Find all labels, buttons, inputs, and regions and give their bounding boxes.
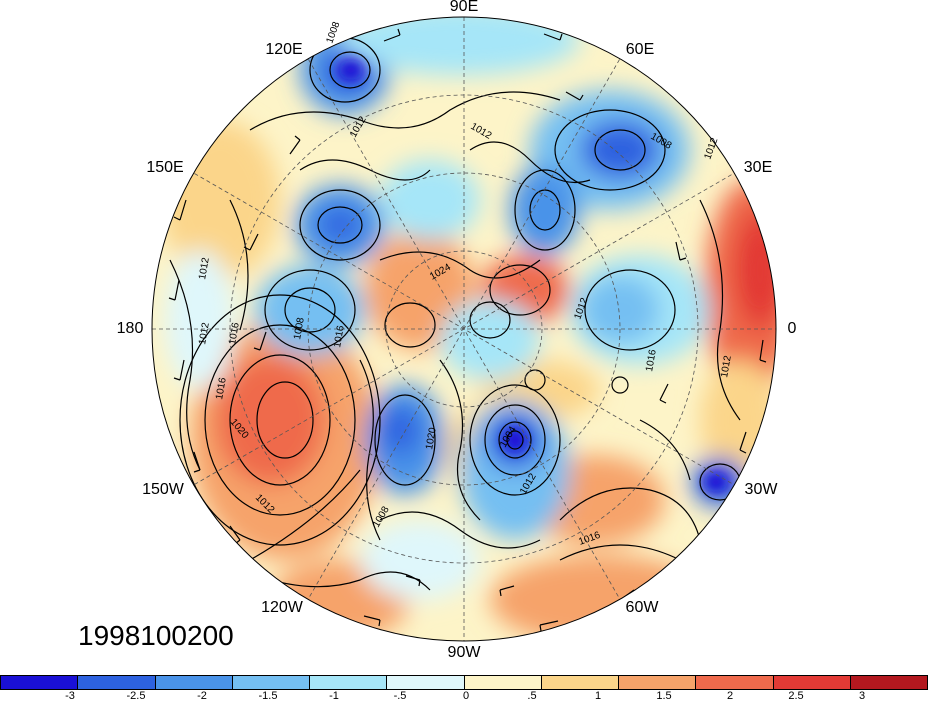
lon-label-120w: 120W <box>261 599 303 616</box>
lon-label-180: 180 <box>116 320 144 337</box>
contour-label: 1008 <box>292 316 307 340</box>
colorbar-tick-label: 2.5 <box>788 690 804 702</box>
contour-label: 1016 <box>214 376 229 400</box>
colorbar-segment <box>1 676 79 689</box>
lon-label-90e: 90E <box>449 0 479 15</box>
lon-label-120e: 120E <box>265 41 303 58</box>
colorbar-tick-label: 3 <box>858 690 866 702</box>
date-stamp: 1998100200 <box>78 620 234 651</box>
colorbar-segment <box>232 676 310 689</box>
map-boundary <box>151 16 777 642</box>
colorbar-tick-label: -3 <box>65 690 75 702</box>
colorbar-tick-label: -.5 <box>393 690 407 702</box>
colorbar-tick-label: 1 <box>594 690 602 702</box>
colorbar-segment <box>541 676 619 689</box>
lon-label-150e: 150E <box>146 159 184 176</box>
contour-label: 1020 <box>424 426 439 450</box>
colorbar-tick-label: -2 <box>197 690 207 702</box>
colorbar-tick-label: 2 <box>726 690 734 702</box>
colorbar-segment <box>78 676 156 689</box>
colorbar-segment <box>464 676 542 689</box>
colorbar-tick-label: 0 <box>462 690 470 702</box>
contour-label: 1016 <box>644 348 659 372</box>
contour-label: 1012 <box>197 256 212 280</box>
colorbar-tick-label: 1.5 <box>656 690 672 702</box>
colorbar-segment <box>850 676 927 689</box>
colorbar <box>0 675 928 690</box>
lon-label-30w: 30W <box>744 481 778 498</box>
colorbar-segment <box>619 676 697 689</box>
graticule <box>152 17 776 641</box>
lon-label-30e: 30E <box>743 159 773 176</box>
contour-label: 1016 <box>332 324 347 348</box>
colorbar-tick-label: .5 <box>527 690 537 702</box>
lon-label-60e: 60E <box>625 41 655 58</box>
colorbar-tick-label: -1.5 <box>258 690 278 702</box>
colorbar-tick-label: -2.5 <box>126 690 146 702</box>
isobar-contours <box>169 37 741 621</box>
anomaly-field <box>152 17 776 641</box>
lon-label-90w: 90W <box>447 644 481 661</box>
colorbar-segment <box>155 676 233 689</box>
lon-label-60w: 60W <box>625 599 659 616</box>
colorbar-tick-label: -1 <box>329 690 339 702</box>
colorbar-segment <box>387 676 465 689</box>
lon-label-0: 0 <box>787 320 797 337</box>
colorbar-segment <box>773 676 851 689</box>
contour-label: 1012 <box>197 321 212 345</box>
colorbar-segment <box>696 676 774 689</box>
colorbar-segment <box>310 676 388 689</box>
contour-label: 1012 <box>719 354 734 378</box>
lon-label-150w: 150W <box>142 481 184 498</box>
contour-label: 1016 <box>227 321 242 345</box>
contour-label: 1008 <box>324 20 342 45</box>
